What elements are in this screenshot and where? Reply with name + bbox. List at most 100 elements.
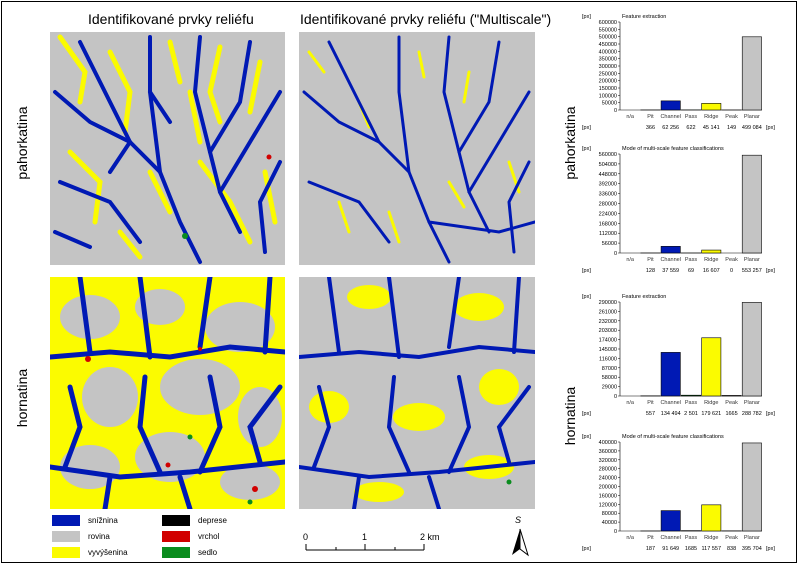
value-label: 622 <box>686 125 695 131</box>
chart-unit: [px] <box>582 146 591 152</box>
y-tick-label: 600000 <box>599 20 617 26</box>
y-tick-label: 550000 <box>599 27 617 33</box>
y-tick-label: 504000 <box>599 162 617 168</box>
x-tick-label: Pit <box>647 257 654 263</box>
legend-item-deprese: deprese <box>162 515 227 526</box>
y-tick-label: 58000 <box>602 375 617 381</box>
value-label: 179 621 <box>701 411 721 417</box>
legend-swatch <box>52 547 80 558</box>
scale-bar: 0 1 2 km <box>300 532 450 562</box>
legend-item-rovina: rovina <box>52 531 110 542</box>
bar-pass <box>681 395 700 396</box>
y-tick-label: 150000 <box>599 86 617 92</box>
y-tick-label: 400000 <box>599 49 617 55</box>
y-tick-label: 160000 <box>599 493 617 499</box>
bar-planar <box>742 302 761 396</box>
value-unit-right: [px] <box>766 546 775 552</box>
chart-title: Mode of multi-scale feature classificati… <box>622 146 724 152</box>
value-label: 499 084 <box>742 125 762 131</box>
x-tick-label: n/a <box>626 257 635 263</box>
y-tick-label: 80000 <box>602 511 617 517</box>
legend-swatch <box>162 547 190 558</box>
x-tick-label: Pit <box>647 114 654 120</box>
y-tick-label: 50000 <box>602 101 617 107</box>
value-label: 0 <box>730 268 733 274</box>
legend-label: snížnina <box>88 516 118 525</box>
y-tick-label: 336000 <box>599 192 617 198</box>
value-label: 69 <box>688 268 694 274</box>
bar-channel <box>661 352 680 396</box>
scale-tick-1: 1 <box>362 532 367 542</box>
legend-item-sedlo: sedlo <box>162 547 217 558</box>
y-tick-label: 200000 <box>599 485 617 491</box>
legend-label: vrchol <box>198 532 219 541</box>
x-tick-label: Planar <box>744 400 760 406</box>
value-label: 2 501 <box>684 411 698 417</box>
y-tick-label: 320000 <box>599 458 617 464</box>
x-tick-label: Peak <box>725 114 738 120</box>
value-label: 149 <box>727 125 736 131</box>
x-tick-label: Peak <box>725 400 738 406</box>
y-tick-label: 280000 <box>599 467 617 473</box>
chart-unit: [px] <box>582 14 591 20</box>
y-tick-label: 174000 <box>599 338 617 344</box>
chart-title: Feature extraction <box>622 14 666 20</box>
y-tick-label: 360000 <box>599 449 617 455</box>
value-label: 62 256 <box>662 125 679 131</box>
value-unit-left: [px] <box>582 546 591 552</box>
value-label: 366 <box>646 125 655 131</box>
value-label: 117 557 <box>702 546 721 552</box>
value-unit-right: [px] <box>766 125 775 131</box>
chart-row-label-pahorkatina: pahorkatina <box>562 103 578 183</box>
row-label-hornatina: hornatina <box>14 358 30 438</box>
x-tick-label: n/a <box>626 400 635 406</box>
scale-tick-0: 0 <box>303 532 308 542</box>
y-tick-label: 40000 <box>602 520 617 526</box>
value-label: 1685 <box>685 546 697 552</box>
y-tick-label: 392000 <box>599 182 617 188</box>
x-tick-label: n/a <box>626 535 635 541</box>
y-tick-label: 145000 <box>599 347 617 353</box>
map-hornatina-multiscale <box>299 277 535 509</box>
x-tick-label: Peak <box>725 257 738 263</box>
value-label: 128 <box>646 268 655 274</box>
legend-label: rovina <box>88 532 110 541</box>
y-tick-label: 350000 <box>599 57 617 63</box>
chart-unit: [px] <box>582 294 591 300</box>
map-pahorkatina-features <box>50 32 285 265</box>
y-tick-label: 500000 <box>599 35 617 41</box>
x-tick-label: Pit <box>647 535 654 541</box>
y-tick-label: 87000 <box>602 366 617 372</box>
value-label: 16 607 <box>703 268 720 274</box>
y-tick-label: 290000 <box>599 300 617 306</box>
value-label: 134 494 <box>661 411 681 417</box>
bar-ridge <box>702 103 721 110</box>
value-unit-left: [px] <box>582 125 591 131</box>
y-tick-label: 0 <box>614 108 617 114</box>
x-tick-label: Planar <box>744 535 760 541</box>
legend-swatch <box>162 531 190 542</box>
chart-pahorkatina-multiscale: Mode of multi-scale feature classificati… <box>580 140 790 285</box>
chart-title: Mode of multi-scale feature classificati… <box>622 434 724 440</box>
column-title-multiscale: Identifikované prvky reliéfu ("Multiscal… <box>300 11 551 27</box>
x-tick-label: Pass <box>685 535 697 541</box>
x-tick-label: Ridge <box>704 535 718 541</box>
x-tick-label: Ridge <box>704 400 718 406</box>
x-tick-label: Peak <box>725 535 738 541</box>
legend-label: deprese <box>198 516 227 525</box>
bar-planar <box>742 443 761 531</box>
x-tick-label: Ridge <box>704 114 718 120</box>
y-tick-label: 450000 <box>599 42 617 48</box>
value-label: 553 257 <box>742 268 762 274</box>
bar-channel <box>661 246 680 253</box>
x-tick-label: Pass <box>685 257 697 263</box>
y-tick-label: 100000 <box>599 93 617 99</box>
north-arrow-label: S <box>515 515 521 525</box>
value-label: 288 782 <box>742 411 762 417</box>
y-tick-label: 400000 <box>599 440 617 446</box>
value-label: 187 <box>646 546 655 552</box>
legend-item-sniznina: snížnina <box>52 515 118 526</box>
value-label: 395 704 <box>742 546 762 552</box>
y-tick-label: 250000 <box>599 71 617 77</box>
